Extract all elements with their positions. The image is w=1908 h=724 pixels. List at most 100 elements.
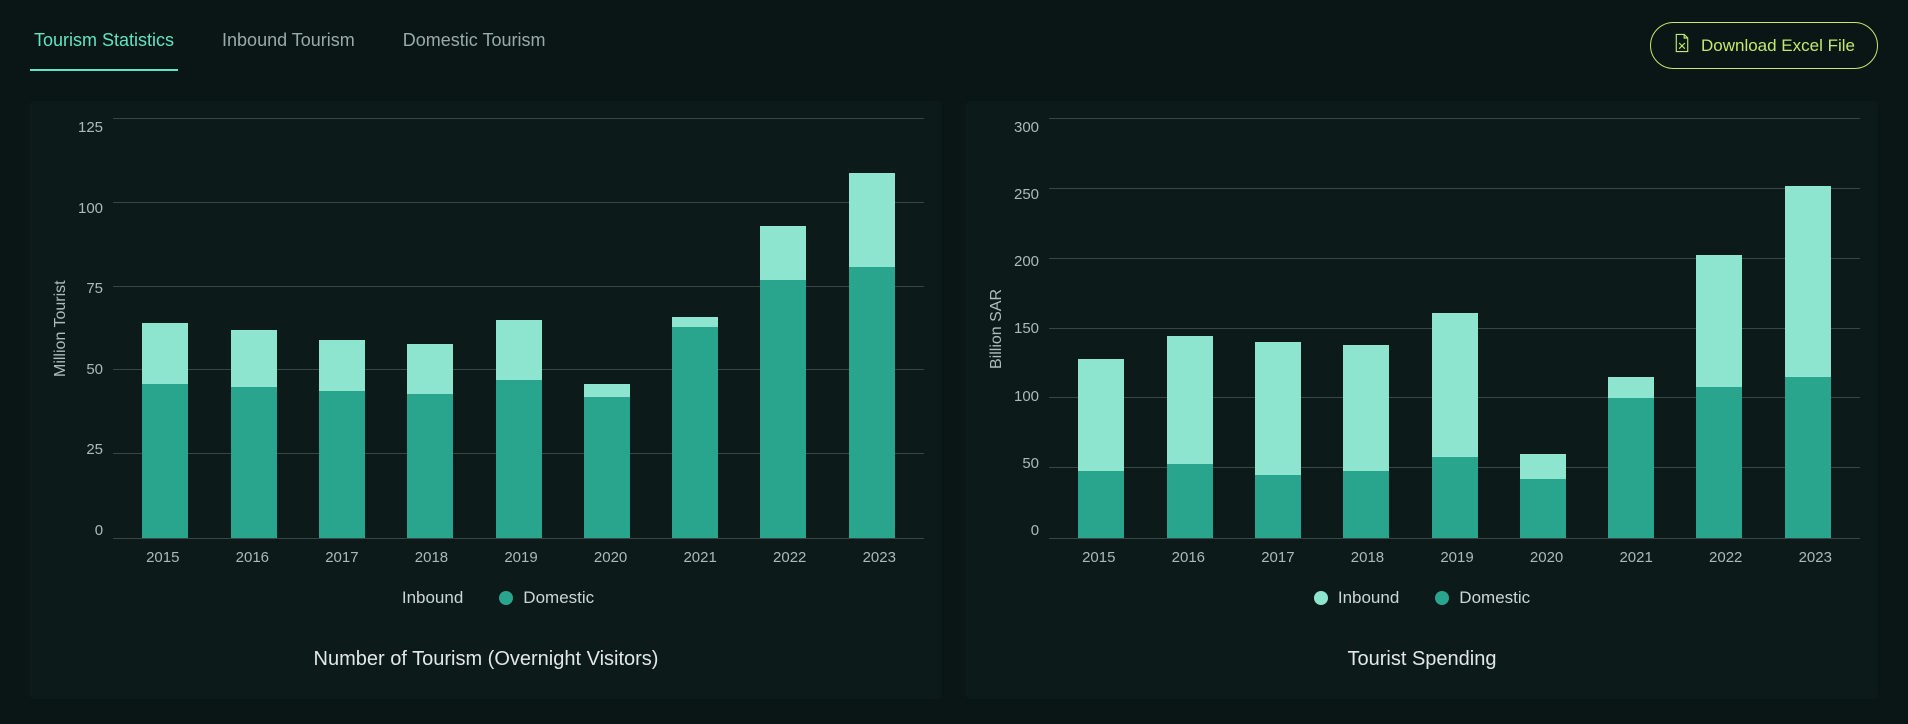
bar-segment-domestic: [1608, 398, 1654, 538]
bar-column: [1234, 119, 1322, 538]
bar-segment-domestic: [672, 327, 718, 538]
xaxis-tick: 2023: [835, 539, 925, 566]
bar-segment-domestic: [1255, 475, 1301, 538]
xaxis-tick: 2016: [208, 539, 298, 566]
bar-segment-domestic: [231, 387, 277, 538]
yaxis-label: Billion SAR: [984, 119, 1010, 539]
bar-column: [1145, 119, 1233, 538]
bar-stack[interactable]: [584, 119, 630, 538]
bar-segment-domestic: [1696, 387, 1742, 538]
download-button-label: Download Excel File: [1701, 36, 1855, 56]
bar-stack[interactable]: [1520, 119, 1566, 538]
bar-segment-inbound: [760, 226, 806, 280]
legend-label: Domestic: [523, 588, 594, 608]
xaxis-tick: 2015: [118, 539, 208, 566]
chart-visitors: Million Tourist 1251007550250: [48, 119, 924, 539]
yaxis-tick: 200: [1014, 253, 1039, 270]
bar-column: [386, 119, 474, 538]
bar-stack[interactable]: [496, 119, 542, 538]
xaxis-tick: 2021: [1591, 539, 1681, 566]
bar-segment-domestic: [319, 391, 365, 538]
bar-column: [1322, 119, 1410, 538]
bar-stack[interactable]: [1078, 119, 1124, 538]
yaxis-tick: 100: [1014, 388, 1039, 405]
yaxis-ticks: 1251007550250: [78, 119, 113, 539]
bar-segment-domestic: [407, 394, 453, 538]
bar-stack[interactable]: [1608, 119, 1654, 538]
legend-label: Inbound: [402, 588, 463, 608]
legend-item-domestic: Domestic: [499, 588, 594, 608]
bar-stack[interactable]: [849, 119, 895, 538]
bar-segment-domestic: [1432, 457, 1478, 538]
bar-column: [1587, 119, 1675, 538]
yaxis-tick: 100: [78, 200, 103, 217]
bar-segment-inbound: [496, 320, 542, 380]
bar-column: [1410, 119, 1498, 538]
xaxis-tick: 2015: [1054, 539, 1144, 566]
download-excel-button[interactable]: Download Excel File: [1650, 22, 1878, 69]
bar-stack[interactable]: [1432, 119, 1478, 538]
bar-stack[interactable]: [407, 119, 453, 538]
xaxis-tick: 2022: [745, 539, 835, 566]
bar-stack[interactable]: [1785, 119, 1831, 538]
panel-spending: Billion SAR 300250200150100500 201520162…: [966, 101, 1878, 699]
bar-segment-domestic: [849, 267, 895, 539]
bar-segment-domestic: [496, 380, 542, 538]
bar-column: [1057, 119, 1145, 538]
bar-segment-inbound: [1255, 342, 1301, 475]
xaxis-tick: 2017: [1233, 539, 1323, 566]
xaxis-ticks: 201520162017201820192020202120222023: [48, 539, 924, 566]
bar-segment-inbound: [319, 340, 365, 390]
xaxis-tick: 2023: [1771, 539, 1861, 566]
file-excel-icon: [1673, 33, 1691, 58]
panel-visitors: Million Tourist 1251007550250 2015201620…: [30, 101, 942, 699]
bar-column: [828, 119, 916, 538]
bar-column: [1499, 119, 1587, 538]
bar-stack[interactable]: [231, 119, 277, 538]
xaxis-tick: 2018: [387, 539, 477, 566]
chart-spending: Billion SAR 300250200150100500: [984, 119, 1860, 539]
bar-stack[interactable]: [1343, 119, 1389, 538]
yaxis-ticks: 300250200150100500: [1014, 119, 1049, 539]
bar-column: [1675, 119, 1763, 538]
bar-column: [121, 119, 209, 538]
bar-segment-inbound: [584, 384, 630, 397]
xaxis-tick: 2021: [655, 539, 745, 566]
bar-stack[interactable]: [1167, 119, 1213, 538]
yaxis-label: Million Tourist: [48, 119, 74, 539]
legend-item-domestic: Domestic: [1435, 588, 1530, 608]
bar-stack[interactable]: [672, 119, 718, 538]
bar-stack[interactable]: [1696, 119, 1742, 538]
bar-stack[interactable]: [1255, 119, 1301, 538]
bar-segment-domestic: [760, 280, 806, 538]
plot-area: [1049, 119, 1860, 539]
bar-segment-inbound: [849, 173, 895, 267]
bar-segment-domestic: [584, 397, 630, 538]
bar-segment-inbound: [1432, 313, 1478, 457]
xaxis-tick: 2016: [1144, 539, 1234, 566]
bar-column: [739, 119, 827, 538]
chart-title: Tourist Spending: [984, 648, 1860, 671]
xaxis-tick: 2020: [566, 539, 656, 566]
yaxis-tick: 125: [78, 119, 103, 136]
legend: Inbound Domestic: [48, 588, 924, 608]
legend-item-inbound: Inbound: [378, 588, 463, 608]
bar-segment-inbound: [1696, 255, 1742, 388]
tab-tourism-statistics[interactable]: Tourism Statistics: [30, 20, 178, 71]
xaxis-tick: 2017: [297, 539, 387, 566]
tab-domestic-tourism[interactable]: Domestic Tourism: [399, 20, 550, 71]
bar-stack[interactable]: [319, 119, 365, 538]
bar-segment-domestic: [1785, 377, 1831, 538]
tab-inbound-tourism[interactable]: Inbound Tourism: [218, 20, 359, 71]
bar-segment-domestic: [142, 384, 188, 538]
bar-stack[interactable]: [760, 119, 806, 538]
charts-row: Million Tourist 1251007550250 2015201620…: [30, 101, 1878, 699]
bar-segment-inbound: [231, 330, 277, 387]
bar-segment-domestic: [1343, 471, 1389, 538]
yaxis-tick: 150: [1014, 320, 1039, 337]
bar-segment-domestic: [1078, 471, 1124, 538]
xaxis-ticks: 201520162017201820192020202120222023: [984, 539, 1860, 566]
bar-stack[interactable]: [142, 119, 188, 538]
bar-segment-inbound: [1167, 336, 1213, 464]
yaxis-tick: 50: [86, 361, 103, 378]
